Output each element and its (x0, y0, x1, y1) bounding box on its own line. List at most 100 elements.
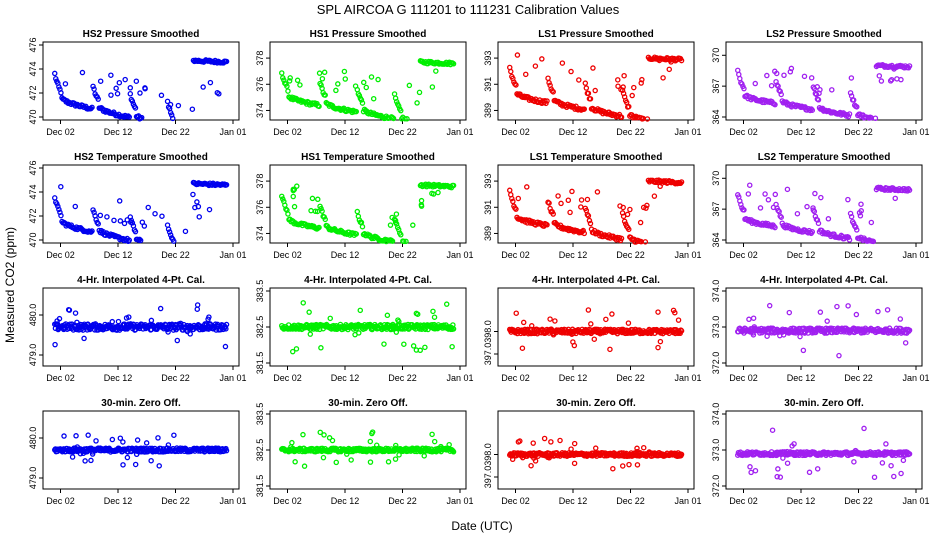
data-point (414, 311, 421, 317)
data-point (603, 316, 609, 323)
data-point (775, 466, 781, 472)
data-point (585, 90, 592, 97)
x-tick-label: Dec 02 (46, 250, 75, 260)
data-point (363, 84, 370, 91)
data-point (89, 451, 96, 457)
data-point (294, 183, 300, 189)
data-point (578, 204, 584, 210)
data-point (853, 311, 860, 318)
data-point (582, 80, 589, 86)
data-points (735, 302, 913, 359)
data-point (625, 320, 632, 326)
data-point (167, 232, 174, 238)
y-tick-label: 378 (255, 174, 265, 189)
x-tick-label: Jan 01 (219, 496, 246, 506)
data-point (872, 115, 879, 121)
data-point (120, 462, 126, 468)
data-point (318, 345, 324, 351)
data-point (53, 75, 59, 82)
x-tick-label: Dec 22 (388, 496, 417, 506)
x-tick-label: Dec 02 (729, 496, 758, 506)
data-point (821, 329, 827, 335)
y-tick-label: 480.0 (28, 427, 38, 450)
y-tick-label: 383.5 (255, 280, 265, 303)
data-point (449, 343, 455, 350)
data-point (569, 188, 575, 195)
data-point (797, 333, 803, 340)
data-point (871, 474, 878, 481)
panel-frame (497, 41, 695, 121)
data-point (801, 328, 807, 335)
data-point (125, 113, 131, 119)
data-point (638, 80, 644, 86)
data-point (406, 82, 413, 89)
data-point (539, 56, 545, 62)
data-point (777, 474, 784, 480)
data-point (354, 208, 361, 215)
data-point (52, 70, 58, 77)
panel-16: 30-min. Zero Off. 372.0 373.0 374.0 Dec 02 De… (711, 398, 930, 506)
data-point (584, 196, 591, 203)
y-tick-label: 374.0 (711, 403, 721, 426)
data-point (124, 454, 131, 461)
data-points (52, 179, 230, 245)
data-point (524, 184, 530, 190)
data-points (278, 300, 457, 355)
data-point (514, 52, 521, 58)
y-tick-label: 378 (255, 51, 265, 66)
data-point (115, 318, 122, 325)
data-points (735, 425, 913, 481)
data-point (789, 443, 795, 449)
data-point (582, 328, 588, 334)
data-point (815, 220, 822, 227)
data-point (74, 444, 81, 450)
x-tick-label: Dec 22 (161, 373, 190, 383)
data-point (644, 116, 651, 122)
data-point (902, 340, 909, 346)
data-point (528, 323, 535, 329)
data-point (757, 205, 764, 211)
panel-4: LS2 Pressure Smoothed 364 367 370 Dec 02 Dec … (711, 29, 930, 137)
x-tick-label: Dec 12 (331, 373, 360, 383)
data-point (111, 217, 117, 224)
data-point (319, 85, 325, 92)
figure-title: SPL AIRCOA G 111201 to 111231 Calibratio… (317, 2, 620, 17)
x-tick-label: Dec 12 (104, 127, 133, 137)
panel-2: HS1 Pressure Smoothed 374 376 378 Dec 02 Dec … (255, 29, 474, 137)
x-tick-label: Jan 01 (219, 127, 246, 137)
data-point (194, 302, 201, 308)
data-point (900, 457, 907, 464)
y-tick-label: 470 (28, 109, 38, 124)
data-point (319, 76, 326, 82)
data-point (215, 445, 222, 452)
panel-3: LS1 Pressure Smoothed 389 391 393 Dec 02 Dec … (483, 29, 702, 137)
x-tick-label: Dec 02 (273, 127, 302, 137)
data-point (414, 100, 420, 106)
y-tick-label: 398.0 (483, 320, 493, 343)
data-point (56, 206, 62, 213)
data-point (678, 451, 685, 458)
panel-title: LS1 Pressure Smoothed (538, 29, 654, 40)
data-point (531, 455, 537, 461)
y-tick-label: 370 (711, 48, 721, 63)
data-point (109, 436, 116, 443)
x-tick-label: Dec 02 (501, 127, 530, 137)
data-point (777, 332, 783, 339)
data-point (223, 182, 230, 188)
x-tick-label: Jan 01 (446, 373, 473, 383)
data-point (655, 309, 661, 315)
x-tick-label: Dec 22 (616, 496, 645, 506)
data-point (84, 321, 91, 328)
data-point (138, 114, 145, 121)
x-tick-label: Dec 12 (104, 373, 133, 383)
x-tick-label: Dec 12 (787, 127, 816, 137)
data-point (814, 84, 821, 90)
data-point (846, 111, 853, 117)
y-tick-label: 373.0 (711, 439, 721, 462)
data-points (735, 182, 913, 245)
panel-title: HS1 Temperature Smoothed (301, 152, 435, 163)
data-point (443, 301, 450, 307)
data-point (678, 328, 685, 334)
data-point (813, 91, 820, 98)
data-point (316, 224, 322, 231)
